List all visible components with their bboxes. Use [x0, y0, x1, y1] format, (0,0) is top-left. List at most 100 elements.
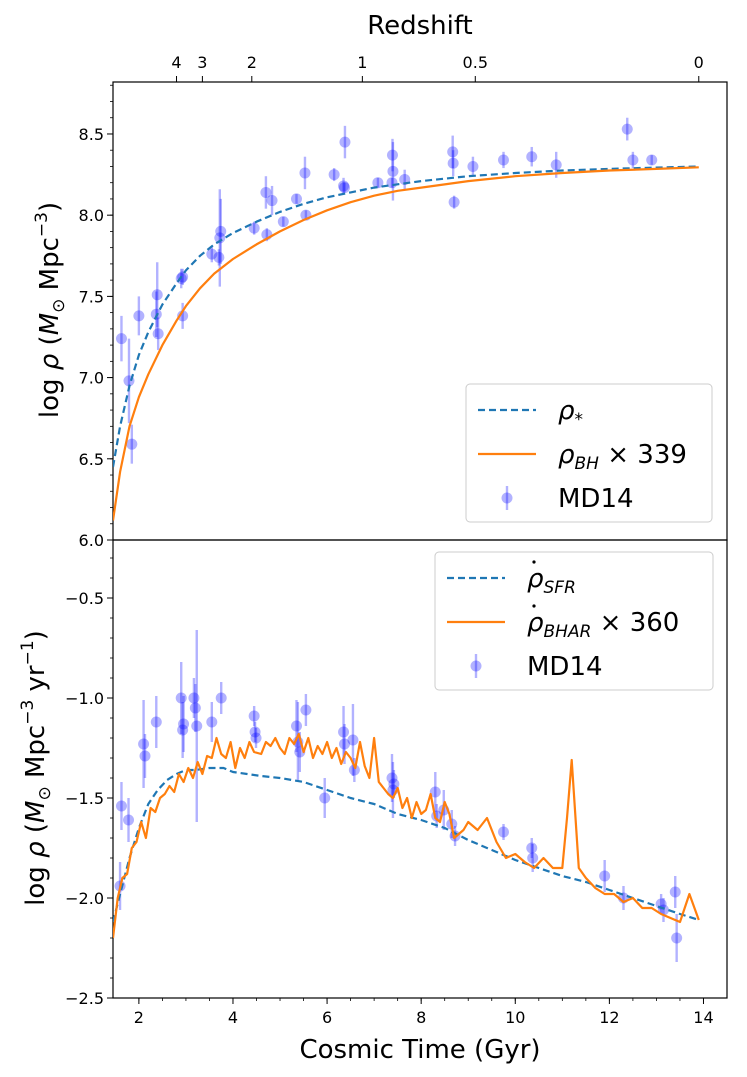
md14-data-point [250, 732, 262, 744]
redshift-axis: 4 3 2 1 0.5 0 [171, 53, 704, 82]
md14-data-point [627, 154, 639, 166]
md14-data-point [290, 193, 302, 205]
md14-data-point [526, 151, 538, 163]
md14-data-point [178, 718, 190, 730]
lower-y-tick-label: −0.5 [65, 589, 104, 608]
md14-data-point [526, 842, 538, 854]
cosmic-time-axis: 2 4 6 8 10 12 14 [134, 998, 714, 1027]
md14-data-point [527, 852, 539, 864]
x-tick-label: 6 [322, 1008, 332, 1027]
legend-points-marker [470, 660, 482, 672]
md14-data-point [215, 692, 227, 704]
upper-y-tick-label: 7.0 [79, 369, 104, 388]
md14-data-point [248, 710, 260, 722]
lower-y-tick-label: −2.5 [65, 989, 104, 1008]
md14-data-point [266, 195, 278, 207]
md14-data-point [248, 222, 260, 234]
legend-dot-accent [532, 560, 536, 564]
upper-legend: ρ* ρBH × 339 MD14 [465, 383, 713, 523]
md14-data-point [300, 704, 312, 716]
legend-entry-label: ρBH × 339 [558, 440, 687, 474]
x-tick-label: 8 [416, 1008, 426, 1027]
md14-data-point [328, 169, 340, 181]
md14-data-point [498, 826, 510, 838]
md14-data-point [299, 167, 311, 179]
md14-data-point [669, 886, 681, 898]
legend-dot-accent [532, 604, 536, 608]
legend-entry-label: MD14 [558, 484, 634, 514]
md14-data-point [150, 716, 162, 728]
md14-data-point [671, 932, 683, 944]
md14-data-point [386, 149, 398, 161]
md14-data-point [448, 196, 460, 208]
md14-data-point [319, 792, 331, 804]
x-tick-label: 14 [693, 1008, 713, 1027]
upper-y-tick-label: 7.5 [79, 287, 104, 306]
md14-data-point [175, 692, 187, 704]
legend-entry-label: ρ* [558, 396, 583, 430]
md14-data-point [447, 146, 459, 158]
upper-y-tick-label: 6.0 [79, 531, 104, 550]
redshift-tick-label: 0.5 [463, 53, 488, 72]
md14-data-point [139, 750, 151, 762]
md14-data-point [387, 165, 399, 177]
upper-y-axis-label: log ρ (M⊙ Mpc−3) [32, 202, 69, 418]
x-tick-label: 10 [505, 1008, 525, 1027]
upper-y-tick-label: 8.0 [79, 206, 104, 225]
md14-data-point [188, 692, 200, 704]
md14-data-point [339, 136, 351, 148]
md14-data-point [338, 738, 350, 750]
x-tick-label: 2 [134, 1008, 144, 1027]
md14-data-point [550, 159, 562, 171]
upper-dashed-line [113, 165, 699, 468]
md14-data-point [115, 800, 127, 812]
md14-data-point [152, 328, 164, 340]
upper-y-tick-label: 6.5 [79, 450, 104, 469]
upper-solid-line [113, 166, 699, 521]
md14-data-point [498, 154, 510, 166]
x-tick-label: 12 [599, 1008, 619, 1027]
x-tick-label: 4 [228, 1008, 238, 1027]
md14-data-point [386, 772, 398, 784]
lower-solid-line [113, 732, 700, 939]
md14-data-point [646, 154, 658, 166]
md14-data-point [290, 720, 302, 732]
md14-data-point [621, 123, 633, 135]
md14-data-point [215, 225, 227, 237]
md14-data-point [338, 182, 350, 194]
md14-data-point [133, 310, 145, 322]
md14-data-point [151, 289, 163, 301]
upper-legend-box [465, 383, 713, 523]
legend-entry-label: ρSFR [527, 564, 576, 598]
lower-y-tick-label: −1.5 [65, 789, 104, 808]
md14-data-point [191, 720, 203, 732]
md14-data-point [277, 216, 289, 228]
md14-data-point [260, 186, 272, 198]
lower-legend: ρSFR ρBHAR × 360 MD14 [434, 551, 714, 691]
lower-frame [112, 539, 728, 999]
lower-y-axis-label: log ρ (M⊙ Mpc−3 yr−1) [18, 630, 55, 906]
md14-data-point [177, 310, 189, 322]
md14-data-point [467, 160, 479, 172]
redshift-tick-label: 2 [247, 53, 257, 72]
md14-data-point [213, 251, 225, 263]
md14-data-point [189, 702, 201, 714]
legend-points-marker [501, 492, 513, 504]
md14-data-point [599, 870, 611, 882]
x-axis-label: Cosmic Time (Gyr) [299, 1035, 540, 1065]
md14-data-point [214, 232, 226, 244]
md14-data-point [126, 438, 138, 450]
redshift-tick-label: 0 [694, 53, 704, 72]
legend-entry-label: ρBHAR × 360 [527, 608, 679, 642]
upper-panel: 6.0 6.5 7.0 7.5 8.0 8.5 ρ* ρBH × 339 MD14 [79, 81, 728, 550]
md14-data-point [348, 764, 360, 776]
md14-data-point [206, 248, 218, 260]
md14-data-point [115, 333, 127, 345]
md14-data-point [249, 726, 261, 738]
redshift-tick-label: 3 [197, 53, 207, 72]
legend-entry-label: MD14 [527, 652, 603, 682]
lower-legend-box [434, 551, 714, 691]
md14-data-point [372, 177, 384, 189]
lower-y-tick-label: −1.0 [65, 689, 104, 708]
